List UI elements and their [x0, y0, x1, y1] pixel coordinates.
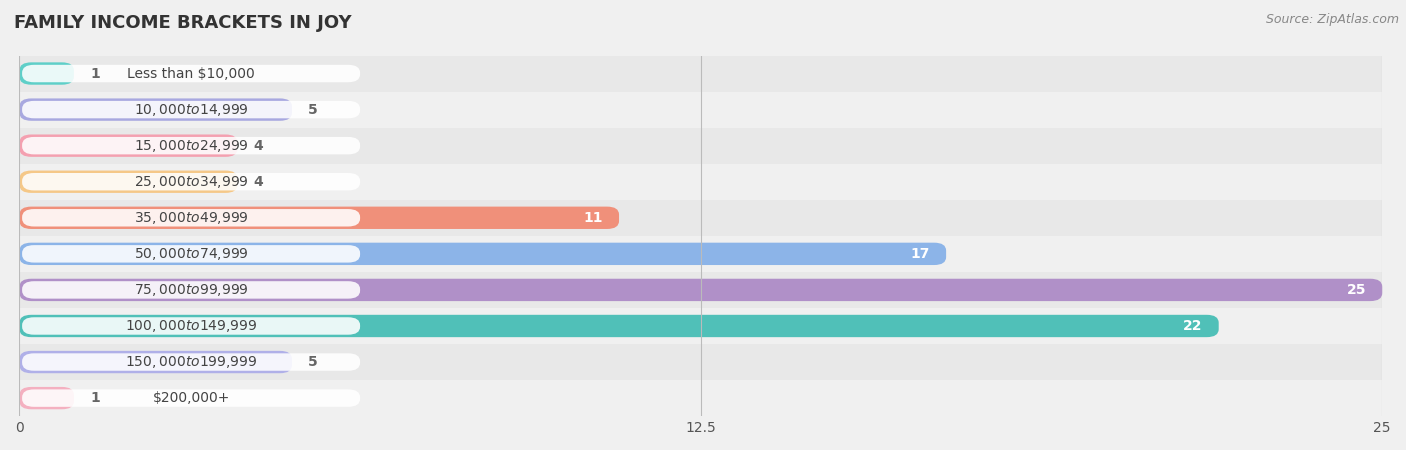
Bar: [20, 200, 1382, 236]
Text: 1: 1: [90, 67, 100, 81]
Text: 5: 5: [308, 103, 318, 117]
FancyBboxPatch shape: [22, 317, 360, 335]
Text: 25: 25: [1347, 283, 1365, 297]
FancyBboxPatch shape: [20, 243, 946, 265]
Bar: [20, 272, 1382, 308]
Text: $75,000 to $99,999: $75,000 to $99,999: [134, 282, 249, 298]
FancyBboxPatch shape: [22, 101, 360, 118]
Text: 5: 5: [308, 355, 318, 369]
FancyBboxPatch shape: [22, 389, 360, 407]
FancyBboxPatch shape: [22, 281, 360, 299]
Text: 4: 4: [254, 139, 263, 153]
FancyBboxPatch shape: [20, 171, 238, 193]
Text: 17: 17: [911, 247, 929, 261]
Text: $150,000 to $199,999: $150,000 to $199,999: [125, 354, 257, 370]
FancyBboxPatch shape: [20, 63, 75, 85]
Text: 22: 22: [1182, 319, 1202, 333]
Text: Source: ZipAtlas.com: Source: ZipAtlas.com: [1265, 14, 1399, 27]
Bar: [20, 380, 1382, 416]
FancyBboxPatch shape: [20, 387, 75, 410]
FancyBboxPatch shape: [22, 65, 360, 82]
FancyBboxPatch shape: [20, 207, 619, 229]
Bar: [20, 308, 1382, 344]
FancyBboxPatch shape: [22, 353, 360, 371]
Text: $15,000 to $24,999: $15,000 to $24,999: [134, 138, 249, 153]
FancyBboxPatch shape: [22, 137, 360, 154]
Text: 11: 11: [583, 211, 603, 225]
FancyBboxPatch shape: [20, 315, 1219, 337]
FancyBboxPatch shape: [22, 245, 360, 262]
Text: $10,000 to $14,999: $10,000 to $14,999: [134, 102, 249, 117]
Text: Less than $10,000: Less than $10,000: [127, 67, 254, 81]
Bar: [20, 164, 1382, 200]
Text: 1: 1: [90, 391, 100, 405]
Bar: [20, 91, 1382, 128]
Text: $200,000+: $200,000+: [152, 391, 229, 405]
Bar: [20, 236, 1382, 272]
FancyBboxPatch shape: [20, 351, 292, 373]
Text: 4: 4: [254, 175, 263, 189]
Bar: [20, 55, 1382, 91]
Text: $35,000 to $49,999: $35,000 to $49,999: [134, 210, 249, 226]
Bar: [20, 128, 1382, 164]
Text: $50,000 to $74,999: $50,000 to $74,999: [134, 246, 249, 262]
FancyBboxPatch shape: [22, 173, 360, 190]
FancyBboxPatch shape: [20, 279, 1382, 301]
Bar: [20, 344, 1382, 380]
FancyBboxPatch shape: [20, 135, 238, 157]
FancyBboxPatch shape: [22, 209, 360, 226]
Text: $25,000 to $34,999: $25,000 to $34,999: [134, 174, 249, 190]
FancyBboxPatch shape: [20, 99, 292, 121]
Text: $100,000 to $149,999: $100,000 to $149,999: [125, 318, 257, 334]
Text: FAMILY INCOME BRACKETS IN JOY: FAMILY INCOME BRACKETS IN JOY: [14, 14, 352, 32]
